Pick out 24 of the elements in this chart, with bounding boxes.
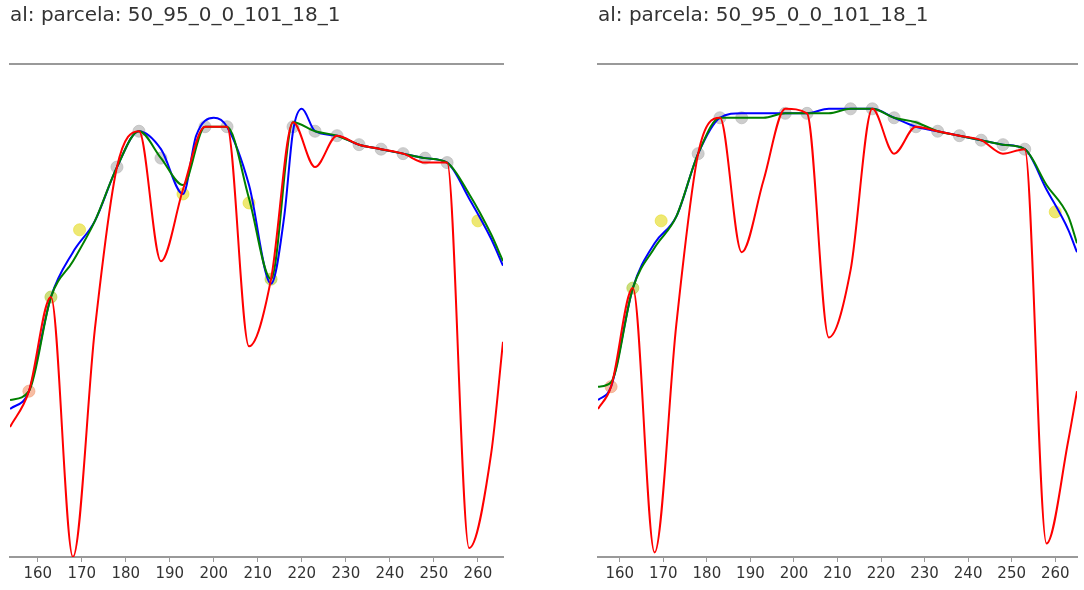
chart-title: al: parcela: 50_95_0_0_101_18_1	[598, 2, 929, 27]
x-tick-label: 260	[1040, 563, 1070, 582]
x-tick-label: 230	[331, 563, 361, 582]
x-tick-label: 160	[23, 563, 53, 582]
x-tick-label: 210	[243, 563, 273, 582]
x-tick-label: 250	[419, 563, 449, 582]
x-tick-label: 190	[736, 563, 765, 582]
x-tick-label: 190	[155, 563, 185, 582]
x-tick-label: 240	[953, 563, 983, 582]
x-tick-label: 230	[910, 563, 939, 582]
x-tick-label: 220	[287, 563, 317, 582]
x-tick-label: 180	[692, 563, 722, 582]
x-tick-label: 250	[997, 563, 1026, 582]
x-tick-label: 220	[866, 563, 896, 582]
x-tick-label: 210	[823, 563, 852, 582]
x-tick-label: 240	[375, 563, 405, 582]
x-tick-label: 170	[649, 563, 678, 582]
x-tick-label: 260	[463, 563, 493, 582]
x-tick-label: 200	[199, 563, 229, 582]
x-tick-label: 200	[779, 563, 809, 582]
x-tick-label: 160	[605, 563, 635, 582]
x-tick-label: 180	[111, 563, 141, 582]
chart-title: al: parcela: 50_95_0_0_101_18_1	[10, 2, 341, 27]
x-tick-label: 170	[67, 563, 97, 582]
